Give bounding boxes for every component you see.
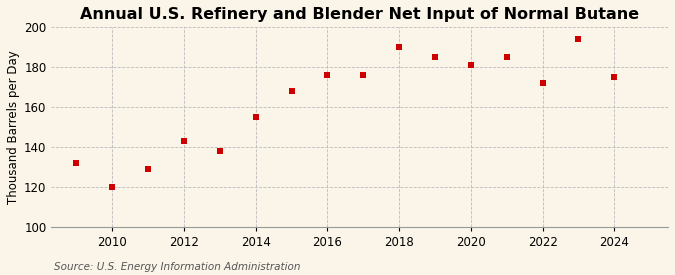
Point: [609, 75, 620, 79]
Title: Annual U.S. Refinery and Blender Net Input of Normal Butane: Annual U.S. Refinery and Blender Net Inp…: [80, 7, 639, 22]
Point: [466, 63, 477, 67]
Point: [358, 73, 369, 77]
Point: [394, 45, 404, 50]
Point: [71, 161, 82, 165]
Point: [107, 185, 117, 189]
Point: [573, 37, 584, 42]
Text: Source: U.S. Energy Information Administration: Source: U.S. Energy Information Administ…: [54, 262, 300, 272]
Y-axis label: Thousand Barrels per Day: Thousand Barrels per Day: [7, 50, 20, 204]
Point: [215, 149, 225, 153]
Point: [250, 115, 261, 119]
Point: [502, 55, 512, 59]
Point: [322, 73, 333, 77]
Point: [286, 89, 297, 93]
Point: [537, 81, 548, 85]
Point: [142, 167, 153, 171]
Point: [179, 139, 190, 143]
Point: [429, 55, 440, 59]
